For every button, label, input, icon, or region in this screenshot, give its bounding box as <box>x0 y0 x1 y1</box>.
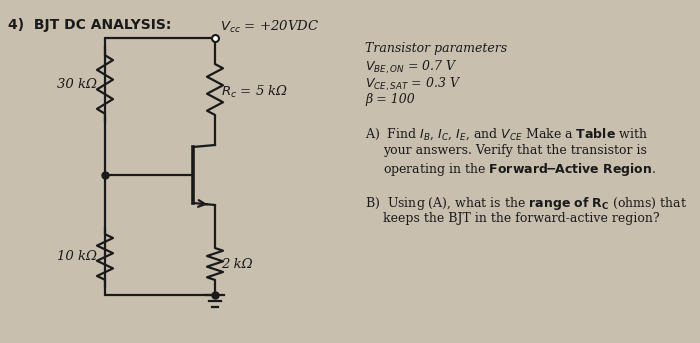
Text: $V_{BE,ON}$ = 0.7 V: $V_{BE,ON}$ = 0.7 V <box>365 59 458 76</box>
Text: $V_{CE, SAT}$ = 0.3 V: $V_{CE, SAT}$ = 0.3 V <box>365 76 461 93</box>
Text: keeps the BJT in the forward-active region?: keeps the BJT in the forward-active regi… <box>383 212 659 225</box>
Text: 10 kΩ: 10 kΩ <box>57 250 97 263</box>
Text: 4)  BJT DC ANALYSIS:: 4) BJT DC ANALYSIS: <box>8 18 171 32</box>
Text: your answers. Verify that the transistor is: your answers. Verify that the transistor… <box>383 144 647 157</box>
Text: Transistor parameters: Transistor parameters <box>365 42 507 55</box>
Text: operating in the $\bf{Forward\!\!-\!\!Active\ Region}$.: operating in the $\bf{Forward\!\!-\!\!Ac… <box>383 161 656 178</box>
Text: β = 100: β = 100 <box>365 93 414 106</box>
Text: B)  Using (A), what is the $\bf{range\ of}$ $\mathbf{R_C}$ (ohms) that: B) Using (A), what is the $\bf{range\ of… <box>365 195 687 212</box>
Text: 2 kΩ: 2 kΩ <box>221 258 253 271</box>
Text: $R_c$ = 5 kΩ: $R_c$ = 5 kΩ <box>221 83 288 99</box>
Text: $V_{cc}$ = +20VDC: $V_{cc}$ = +20VDC <box>220 19 319 35</box>
Text: A)  Find $I_B$, $I_C$, $I_E$, and $V_{CE}$ Make a $\bf{Table}$ with: A) Find $I_B$, $I_C$, $I_E$, and $V_{CE}… <box>365 127 648 142</box>
Text: 30 kΩ: 30 kΩ <box>57 78 97 91</box>
